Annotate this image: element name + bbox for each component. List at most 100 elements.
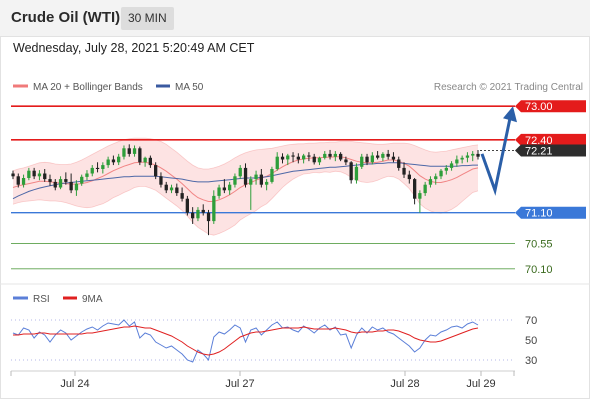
candle-body bbox=[11, 173, 15, 177]
candle-body bbox=[360, 156, 364, 167]
candle-body bbox=[143, 157, 147, 163]
bollinger-legend-label: MA 20 + Bollinger Bands bbox=[33, 82, 143, 93]
candle-body bbox=[418, 193, 422, 199]
candle-body bbox=[80, 176, 84, 184]
candle-body bbox=[286, 155, 290, 160]
candle-body bbox=[444, 167, 448, 171]
support-level-tag bbox=[515, 206, 586, 219]
candle-body bbox=[106, 159, 110, 166]
candle-body bbox=[381, 153, 385, 158]
candle-body bbox=[354, 166, 359, 181]
candle-body bbox=[275, 156, 279, 169]
candle-body bbox=[344, 159, 348, 163]
support-level-label: 71.10 bbox=[525, 208, 553, 220]
candle-body bbox=[238, 167, 242, 177]
resistance-level-tag bbox=[515, 133, 586, 146]
candle-body bbox=[217, 187, 221, 196]
candle-body bbox=[233, 176, 237, 185]
candle-body bbox=[196, 209, 200, 219]
candle-body bbox=[333, 153, 337, 157]
rsi-ma-line bbox=[13, 325, 479, 356]
rsi-legend-label: RSI bbox=[33, 294, 50, 305]
candle-body bbox=[95, 167, 100, 169]
candle-body bbox=[74, 183, 79, 191]
candle-body bbox=[280, 156, 285, 160]
candle-body bbox=[397, 159, 401, 168]
last-price-label: 72.21 bbox=[525, 146, 553, 158]
resistance-level-tag bbox=[515, 100, 586, 113]
candle-body bbox=[148, 157, 152, 166]
candle-body bbox=[339, 153, 343, 160]
candle-body bbox=[376, 155, 380, 158]
candle-body bbox=[317, 157, 322, 163]
candle-body bbox=[413, 179, 417, 199]
candle-body bbox=[122, 148, 126, 157]
candle-body bbox=[365, 156, 369, 163]
candle-body bbox=[407, 174, 411, 180]
candle-body bbox=[185, 198, 189, 213]
rsi-tick-label: 50 bbox=[525, 335, 537, 347]
candle-body bbox=[439, 170, 443, 177]
candle-body bbox=[471, 153, 475, 156]
candle-body bbox=[249, 179, 253, 185]
title-bar: Crude Oil (WTI) 30 MIN bbox=[0, 0, 590, 37]
candle-body bbox=[21, 178, 26, 185]
bollinger-upper-line bbox=[12, 137, 479, 172]
candles-layer bbox=[11, 144, 480, 236]
target-level-label: 70.10 bbox=[525, 264, 553, 276]
candle-body bbox=[69, 181, 73, 191]
candle-body bbox=[169, 187, 174, 191]
resistance-level-label: 72.40 bbox=[525, 135, 553, 147]
resistance-level-label: 73.00 bbox=[525, 101, 553, 113]
candle-body bbox=[138, 148, 142, 163]
candle-body bbox=[159, 176, 163, 185]
last-price-tag bbox=[515, 144, 586, 157]
x-tick-label: Jul 28 bbox=[390, 378, 419, 390]
candle-body bbox=[349, 162, 353, 181]
candle-body bbox=[465, 155, 470, 158]
candle-body bbox=[270, 169, 274, 182]
candle-body bbox=[296, 156, 300, 160]
timeframe-button[interactable]: 30 MIN bbox=[121, 7, 174, 30]
candle-body bbox=[455, 159, 459, 164]
candle-body bbox=[254, 174, 258, 180]
candle-body bbox=[117, 156, 121, 163]
datetime-label: Wednesday, July 28, 2021 5:20:49 AM CET bbox=[13, 41, 255, 55]
candle-body bbox=[370, 155, 374, 163]
x-tick-label: Jul 24 bbox=[60, 378, 89, 390]
candle-body bbox=[476, 153, 480, 157]
candle-body bbox=[64, 179, 68, 182]
candle-body bbox=[434, 176, 438, 180]
candle-body bbox=[206, 212, 211, 222]
candle-body bbox=[201, 209, 205, 213]
candle-body bbox=[127, 148, 131, 154]
candle-body bbox=[243, 167, 248, 185]
candle-body bbox=[37, 173, 42, 177]
candle-body bbox=[48, 179, 52, 182]
candle-body bbox=[43, 173, 47, 180]
rsi-tick-label: 70 bbox=[525, 315, 537, 327]
candle-body bbox=[111, 159, 116, 163]
candle-body bbox=[32, 170, 36, 177]
level-lines-layer bbox=[11, 105, 515, 270]
rsi-line bbox=[12, 319, 479, 363]
candle-body bbox=[132, 148, 137, 154]
candle-body bbox=[27, 170, 31, 178]
rsi-ma-legend-label: 9MA bbox=[82, 294, 103, 305]
candle-body bbox=[259, 174, 263, 185]
x-ticks-layer: Jul 24 Jul 27 Jul 28 Jul 29 bbox=[10, 371, 515, 390]
candle-body bbox=[164, 184, 168, 191]
candle-body bbox=[265, 181, 269, 185]
candle-body bbox=[53, 181, 57, 188]
candle-body bbox=[222, 187, 226, 191]
candle-body bbox=[154, 165, 158, 177]
candle-body bbox=[291, 155, 295, 157]
rsi-layer: 70 50 30 bbox=[11, 315, 537, 367]
candle-body bbox=[328, 153, 332, 157]
x-tick-label: Jul 27 bbox=[225, 378, 254, 390]
rsi-tick-label: 30 bbox=[525, 355, 537, 367]
target-level-label: 70.55 bbox=[525, 239, 553, 251]
candle-body bbox=[428, 179, 433, 185]
bollinger-lower-line bbox=[12, 170, 479, 236]
